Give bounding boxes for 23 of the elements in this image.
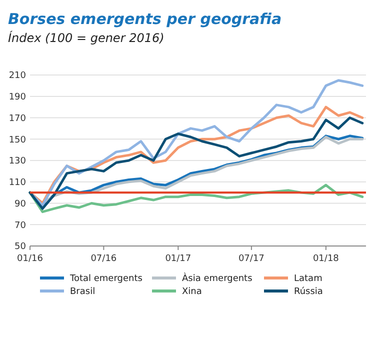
legend-label: Latam: [294, 274, 322, 284]
y-tick-label: 130: [8, 156, 26, 167]
chart-subtitle: Índex (100 = gener 2016): [8, 30, 164, 45]
y-tick-label: 90: [14, 199, 26, 210]
chart-title: Borses emergents per geografia: [8, 10, 282, 28]
y-tick-label: 190: [8, 92, 26, 103]
y-tick-label: 150: [8, 135, 26, 146]
legend-label: Total emergents: [69, 274, 143, 284]
x-tick-label: 01/16: [17, 254, 44, 264]
x-tick-label: 01/18: [312, 254, 340, 264]
y-tick-label: 110: [8, 178, 26, 188]
legend-label: Àsia emergents: [182, 272, 253, 284]
y-tick-label: 210: [8, 71, 26, 82]
line-series: [28, 116, 364, 210]
x-tick-label: 01/17: [165, 254, 192, 264]
y-tick-label: 50: [14, 242, 26, 252]
legend-label: Brasil: [70, 287, 96, 298]
legend-label: Rússia: [294, 286, 323, 298]
x-tick-label: 07/16: [90, 254, 117, 264]
legend-label: Xina: [182, 287, 202, 298]
y-tick-label: 170: [8, 114, 26, 124]
y-tick-label: 70: [14, 220, 26, 231]
x-tick-label: 07/17: [238, 254, 264, 264]
